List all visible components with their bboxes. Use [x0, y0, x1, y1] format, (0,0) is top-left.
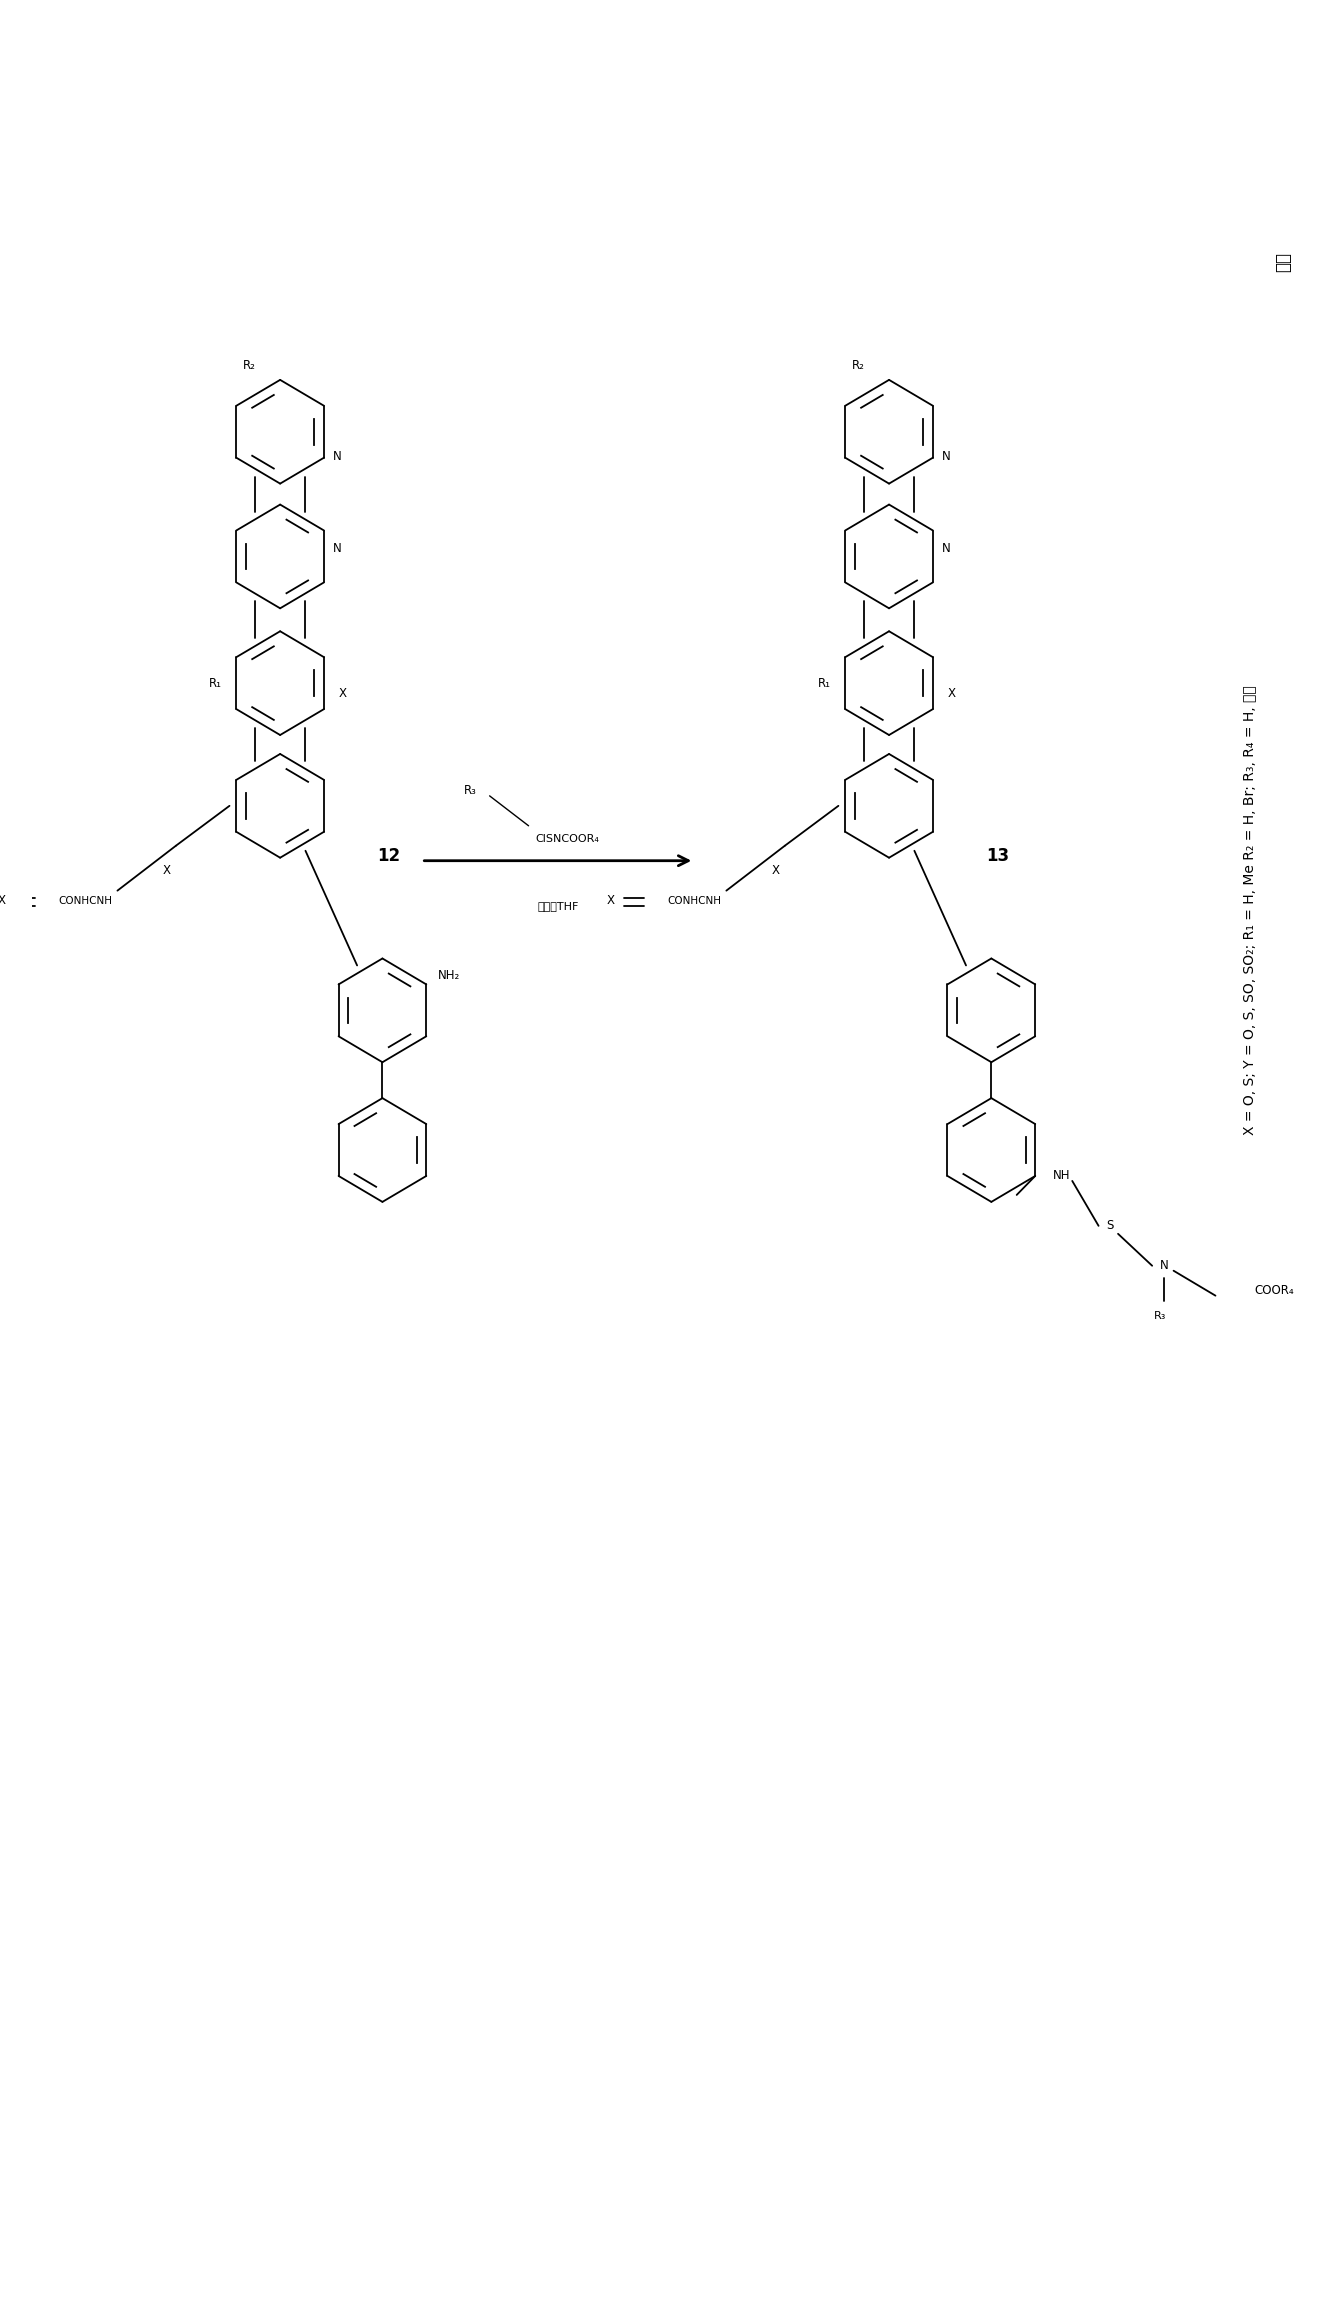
Text: ClSNCOOR₄: ClSNCOOR₄	[536, 834, 599, 843]
Text: X = O, S; Y = O, S, SO, SO₂; R₁ = H, Me R₂ = H, Br; R₃, R₄ = H, 烧基: X = O, S; Y = O, S, SO, SO₂; R₁ = H, Me …	[1242, 686, 1257, 1137]
Text: N: N	[942, 543, 950, 554]
Text: NH: NH	[1053, 1169, 1071, 1183]
Text: R₂: R₂	[243, 358, 256, 372]
Text: N: N	[332, 450, 342, 464]
Text: N: N	[942, 450, 950, 464]
Text: COOR₄: COOR₄	[1254, 1284, 1294, 1298]
Text: R₁: R₁	[209, 677, 221, 691]
Text: X: X	[606, 894, 614, 908]
Text: R₃: R₃	[464, 785, 477, 797]
Text: CONHCNH: CONHCNH	[667, 896, 721, 906]
Text: X: X	[772, 864, 780, 878]
Text: 13: 13	[986, 848, 1009, 864]
Text: 吠吠，THF: 吠吠，THF	[537, 901, 579, 910]
Text: NH₂: NH₂	[438, 968, 460, 982]
Text: X: X	[0, 894, 5, 908]
Text: N: N	[1160, 1259, 1168, 1273]
Text: R₃: R₃	[1154, 1310, 1166, 1321]
Text: R₁: R₁	[817, 677, 831, 691]
Text: R₂: R₂	[852, 358, 864, 372]
Text: X: X	[947, 686, 955, 700]
Text: S: S	[1107, 1220, 1114, 1231]
Text: CONHCNH: CONHCNH	[59, 896, 113, 906]
Text: N: N	[332, 543, 342, 554]
Text: X: X	[163, 864, 172, 878]
Text: 12: 12	[378, 848, 401, 864]
Text: 烧基: 烧基	[1274, 252, 1293, 273]
Text: X: X	[339, 686, 347, 700]
